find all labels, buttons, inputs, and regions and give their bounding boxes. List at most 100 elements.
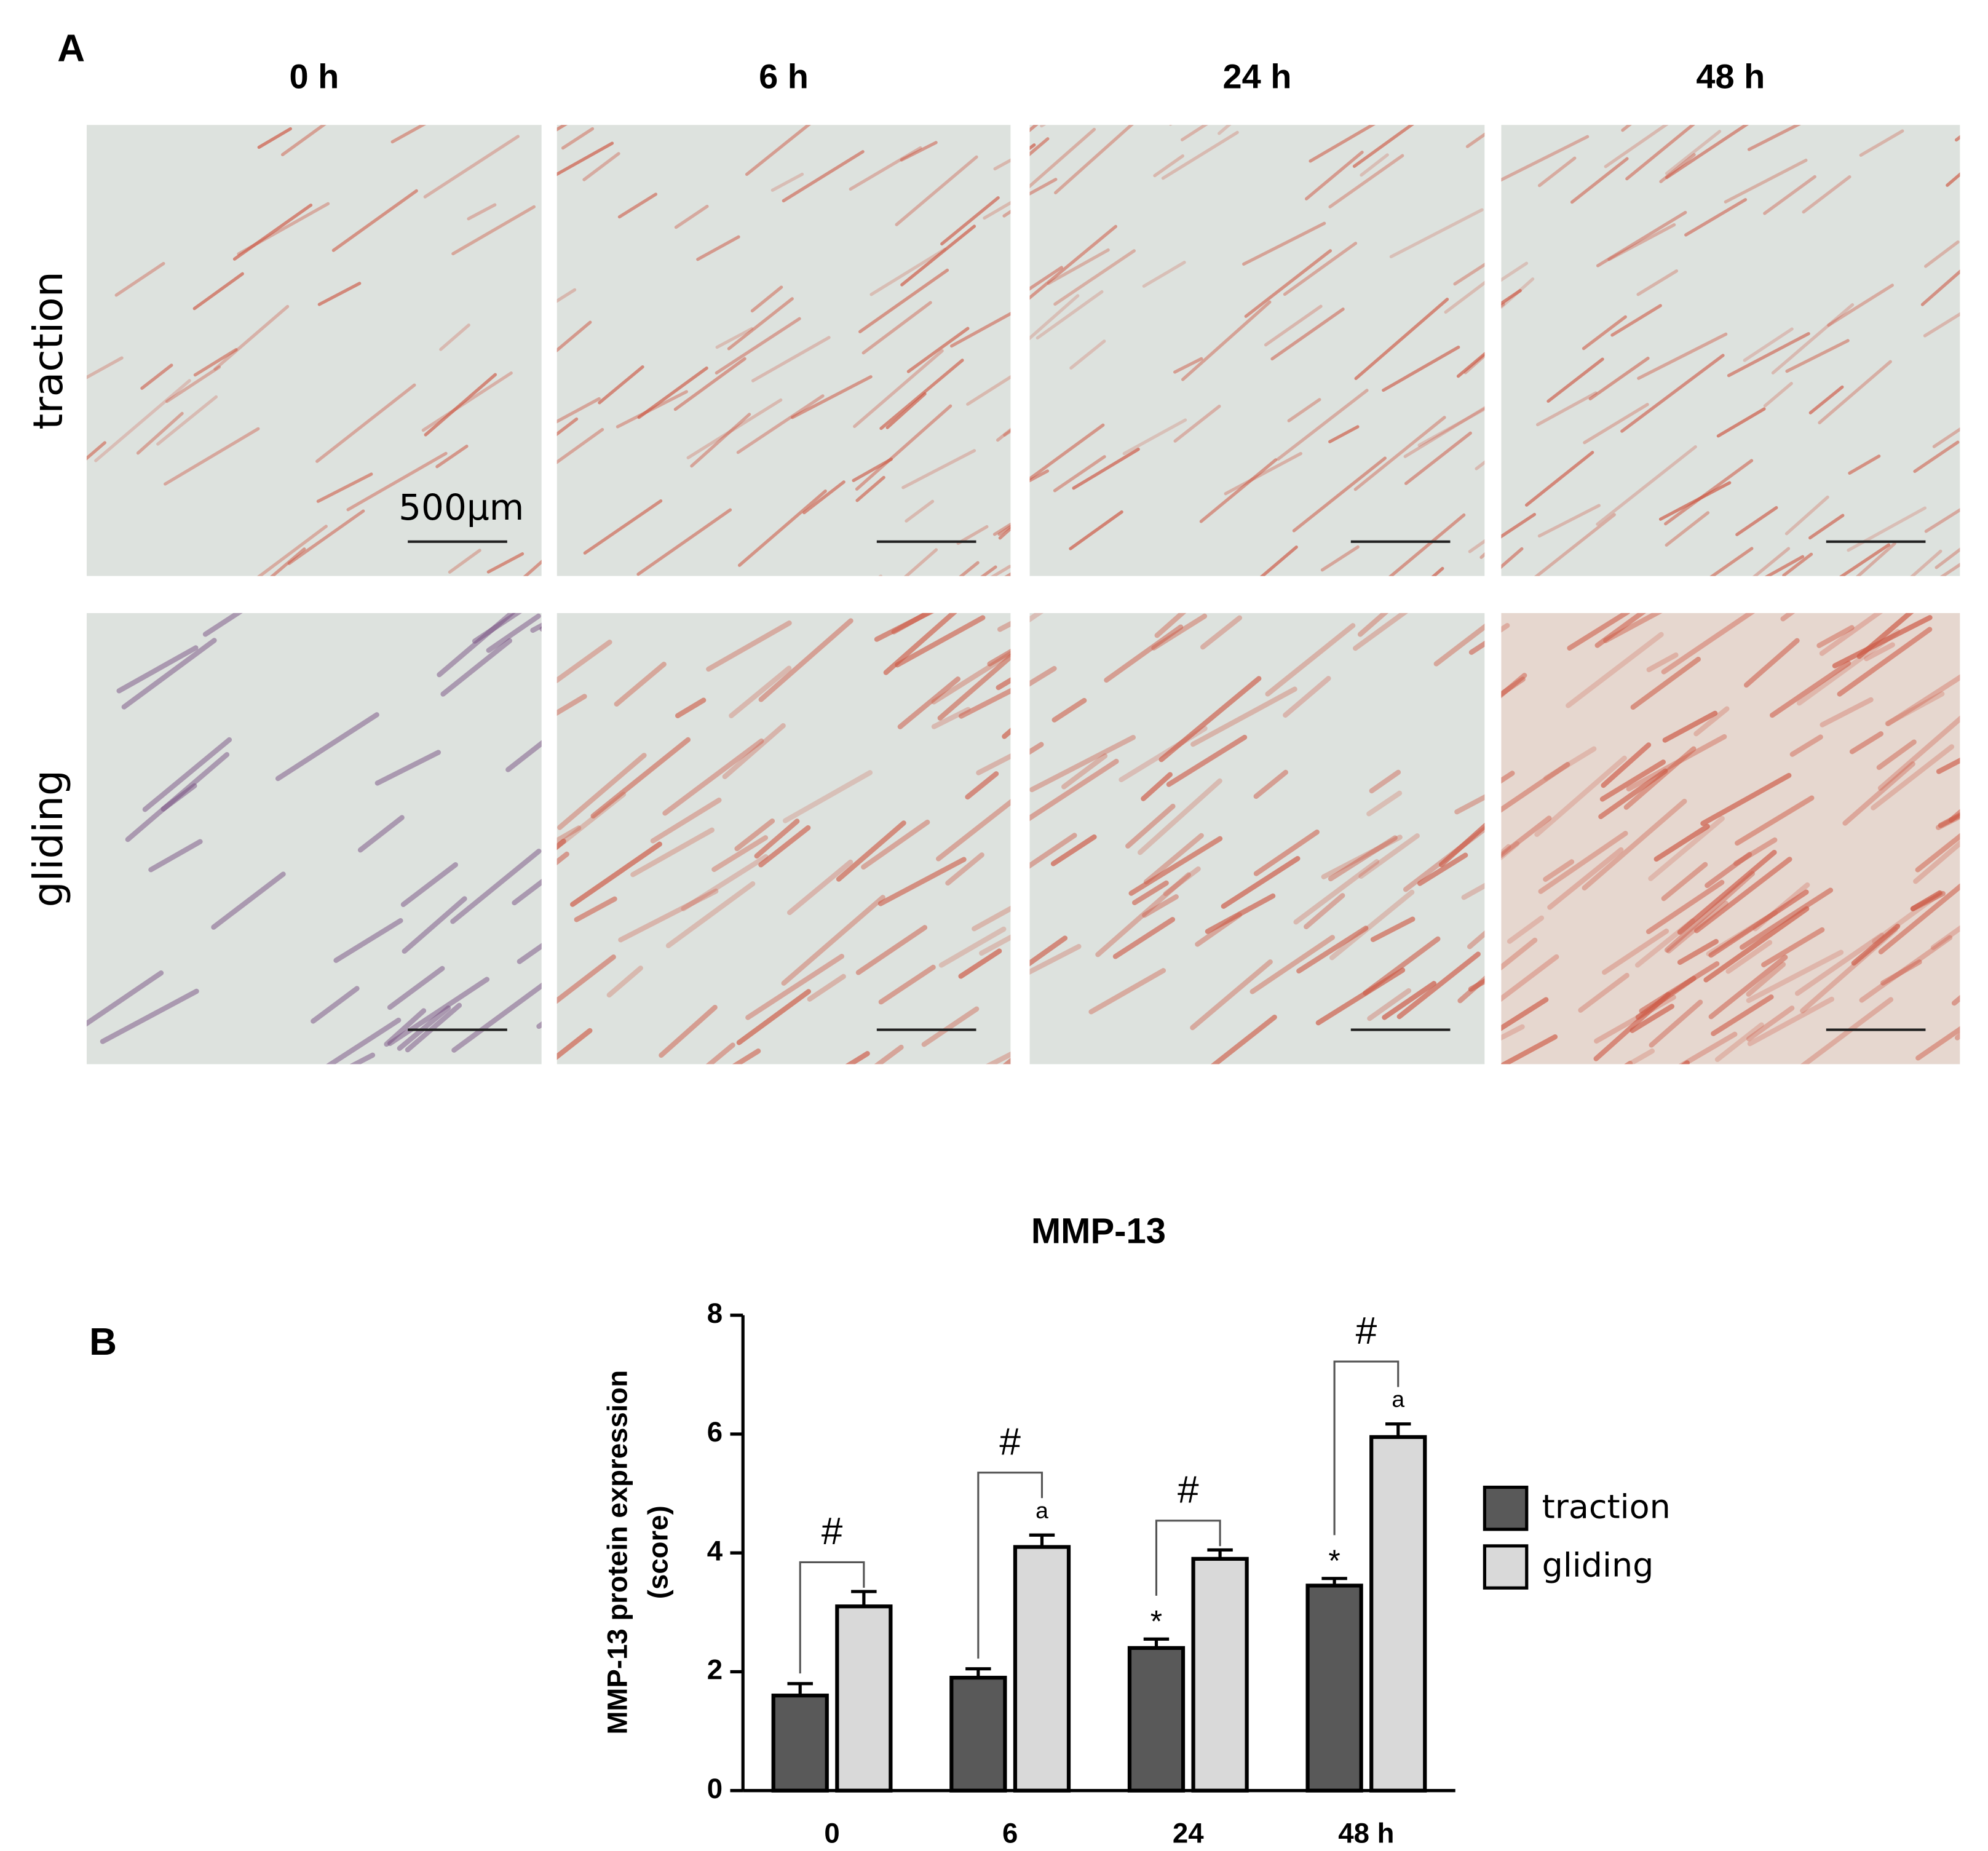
stained-fiber (1859, 129, 1904, 157)
stained-fiber (674, 204, 709, 229)
x-tick-label: 0 (824, 1817, 839, 1849)
stained-fiber (1724, 159, 1808, 204)
stained-fiber (94, 379, 191, 462)
stained-fiber (849, 146, 922, 191)
stained-fiber (1442, 60, 1497, 94)
stained-fiber (727, 297, 794, 351)
stained-fiber (570, 841, 662, 907)
stained-fiber (1735, 795, 1815, 846)
stained-fiber (1771, 303, 1855, 375)
stained-fiber (1915, 833, 1960, 873)
stained-fiber (1515, 1087, 1558, 1117)
stained-fiber (450, 849, 542, 924)
stained-fiber (1649, 999, 1703, 1048)
stained-fiber (984, 74, 1034, 107)
stained-fiber (1088, 968, 1166, 1015)
micrograph-background (1501, 612, 1960, 1064)
stained-fiber (1538, 831, 1628, 894)
stained-fiber (1454, 794, 1485, 815)
stained-fiber (1501, 135, 1590, 182)
stained-fiber (1309, 125, 1376, 163)
stained-fiber (1403, 406, 1485, 458)
stained-fiber (1837, 627, 1933, 697)
stained-fiber (966, 375, 1011, 406)
stained-fiber (136, 411, 184, 455)
stained-fiber (193, 348, 238, 377)
stained-fiber (681, 854, 769, 911)
stained-fiber (782, 150, 865, 203)
stained-fiber (1607, 1090, 1639, 1112)
stained-fiber (280, 125, 327, 157)
stained-fiber (1567, 612, 1630, 651)
stained-fiber (1501, 762, 1570, 813)
stained-fiber (1711, 994, 1774, 1036)
stained-fiber (1029, 224, 1117, 300)
stained-fiber (1029, 735, 1136, 793)
stained-fiber (1746, 949, 1844, 1004)
stained-fiber (996, 677, 1011, 691)
significance-bracket (1155, 1520, 1221, 1596)
stained-fiber (734, 818, 775, 852)
stained-fiber (211, 871, 286, 930)
stained-fiber (1320, 545, 1360, 572)
y-tick-label: 2 (707, 1654, 723, 1686)
stained-fiber (1154, 612, 1187, 638)
stained-fiber (1725, 940, 1773, 974)
stained-fiber (1095, 872, 1192, 957)
stained-fiber (232, 204, 313, 261)
error-bar (851, 1590, 877, 1607)
stained-fiber (590, 69, 636, 103)
stained-fiber (1739, 887, 1834, 950)
stained-fiber (1969, 1004, 1988, 1037)
stained-fiber (807, 973, 846, 1002)
stained-fiber (556, 640, 612, 683)
significance-label: * (1150, 1604, 1162, 1639)
stained-fiber (1186, 1087, 1254, 1127)
stained-fiber (1524, 451, 1594, 507)
stained-fiber (869, 247, 947, 296)
stained-fiber (1733, 837, 1778, 866)
stained-fiber (1709, 547, 1754, 576)
scale-bar-label: 500μm (398, 486, 524, 528)
stained-fiber (1543, 859, 1575, 882)
stained-fiber (758, 825, 811, 868)
stained-fiber (583, 499, 663, 555)
stained-fiber (1972, 467, 1988, 499)
stained-fiber (1582, 315, 1627, 351)
stained-fiber (1501, 841, 1520, 861)
legend-swatch (1483, 1485, 1529, 1531)
significance-bracket (977, 1472, 1044, 1659)
stained-fiber (387, 977, 490, 1046)
stained-fiber (1661, 862, 1708, 902)
bracket-label: # (1356, 1310, 1377, 1352)
stained-fiber (1664, 459, 1754, 526)
stained-fiber (390, 125, 427, 144)
bar (1369, 1435, 1427, 1793)
stained-fiber (1796, 628, 1901, 706)
stained-fiber (1596, 210, 1687, 268)
stained-fiber (938, 926, 1007, 968)
stained-fiber (1906, 1093, 1938, 1120)
stained-fiber (729, 665, 792, 718)
stained-fiber (1678, 1031, 1738, 1064)
stained-fiber (1859, 935, 1953, 1003)
stained-fiber (1871, 744, 1955, 811)
micrograph-background (1501, 125, 1960, 576)
stained-fiber (1061, 753, 1108, 790)
stained-fiber (745, 125, 811, 176)
stained-fiber (213, 304, 290, 371)
stained-fiber (675, 697, 707, 718)
stained-fiber (1382, 981, 1437, 1020)
stained-fiber (770, 172, 804, 192)
stained-fiber (855, 475, 885, 502)
stained-fiber (1878, 883, 1960, 954)
stained-fiber (1966, 969, 1988, 1009)
stained-fiber (451, 982, 542, 1053)
stained-fiber (986, 1052, 1011, 1064)
stained-fiber (1534, 513, 1616, 576)
stained-fiber (1453, 263, 1485, 286)
stained-fiber (1122, 418, 1187, 456)
stained-fiber (853, 349, 944, 429)
stained-fiber (1417, 407, 1485, 447)
stained-fiber (435, 445, 469, 469)
